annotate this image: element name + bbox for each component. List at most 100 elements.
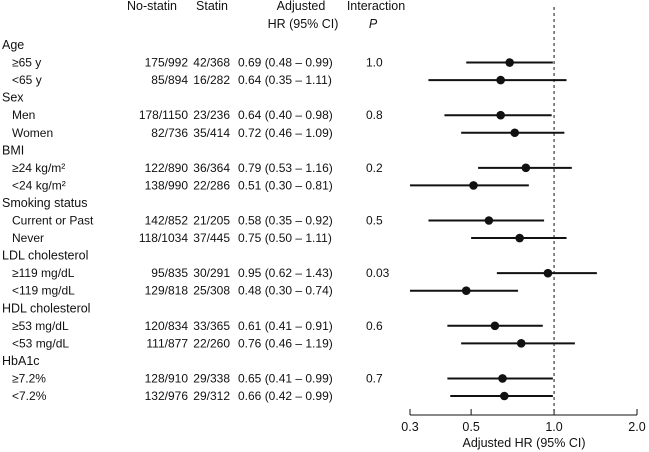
statin-events: 23/236 [193, 108, 230, 122]
subgroup-label: <53 mg/dL [12, 336, 69, 350]
hr-point [516, 339, 526, 348]
interaction-p-value: 0.2 [366, 161, 383, 175]
subgroup-label: Men [12, 108, 35, 122]
statin-events: 29/338 [193, 371, 230, 385]
header-p: P [369, 17, 378, 31]
hr-ci-text: 0.95 (0.62 – 1.43) [238, 266, 333, 280]
no-statin-events: 129/818 [145, 284, 189, 298]
x-tick-label: 0.5 [462, 420, 479, 434]
interaction-p-value: 0.5 [366, 214, 383, 228]
no-statin-events: 142/852 [145, 214, 189, 228]
hr-point [461, 286, 471, 296]
statin-events: 36/364 [193, 161, 230, 175]
hr-point [505, 58, 514, 67]
no-statin-events: 82/736 [151, 126, 188, 140]
subgroup-label: ≥53 mg/dL [12, 319, 69, 333]
statin-events: 33/365 [193, 319, 230, 333]
x-tick-label: 2.0 [628, 420, 645, 434]
hr-ci-text: 0.51 (0.30 – 0.81) [238, 178, 333, 192]
interaction-p-value: 0.8 [366, 108, 383, 122]
subgroup-label: ≥24 kg/m² [12, 161, 65, 175]
statin-events: 21/205 [193, 214, 230, 228]
group-label: HbA1c [2, 354, 40, 368]
hr-point [496, 75, 505, 85]
no-statin-events: 120/834 [145, 319, 189, 333]
interaction-p-value: 0.7 [366, 371, 383, 385]
plot-area [410, 7, 597, 415]
no-statin-events: 122/890 [145, 161, 189, 175]
statin-events: 37/445 [193, 231, 230, 245]
hr-ci-text: 0.79 (0.53 – 1.16) [238, 161, 333, 175]
no-statin-events: 118/1034 [139, 231, 188, 245]
x-tick-label: 0.3 [401, 420, 418, 434]
hr-point [496, 110, 505, 120]
hr-ci-text: 0.61 (0.41 – 0.91) [238, 319, 333, 333]
hr-ci-text: 0.75 (0.50 – 1.11) [238, 231, 332, 245]
hr-point [469, 181, 478, 190]
no-statin-events: 132/976 [145, 389, 189, 403]
interaction-p-value: 1.0 [366, 56, 383, 70]
subgroup-label: Current or Past [12, 214, 94, 228]
statin-events: 42/368 [193, 56, 230, 70]
hr-point [490, 321, 500, 331]
group-label: Smoking status [2, 196, 87, 210]
group-label: Age [2, 38, 24, 52]
statin-events: 35/414 [193, 126, 230, 140]
statin-events: 22/286 [193, 178, 230, 192]
subgroup-label: ≥119 mg/dL [12, 266, 75, 280]
statin-events: 29/312 [193, 389, 230, 403]
hr-point [515, 233, 524, 243]
subgroup-label: <119 mg/dL [12, 284, 75, 298]
hr-point [543, 268, 553, 278]
subgroup-label: <65 y [12, 73, 42, 87]
header-hr-ci: HR (95% CI) [268, 17, 339, 31]
hr-ci-text: 0.72 (0.46 – 1.09) [238, 126, 333, 140]
group-label: Sex [2, 91, 24, 105]
header-interaction: Interaction [347, 0, 405, 13]
no-statin-events: 95/835 [151, 266, 188, 280]
statin-events: 25/308 [193, 284, 230, 298]
header-no-statin: No-statin [127, 0, 177, 13]
statin-events: 16/282 [193, 73, 230, 87]
subgroup-label: <24 kg/m² [12, 178, 66, 192]
interaction-p-value: 0.03 [366, 266, 390, 280]
hr-ci-text: 0.64 (0.40 – 0.98) [238, 108, 333, 122]
hr-point [498, 374, 507, 383]
group-label: HDL cholesterol [2, 301, 90, 315]
hr-point [521, 163, 531, 173]
subgroup-label: <7.2% [12, 389, 47, 403]
hr-ci-text: 0.58 (0.35 – 0.92) [238, 214, 333, 228]
x-axis: Adjusted HR (95% CI) 0.3 0.5 1.0 2.0 [401, 409, 646, 450]
hr-point [484, 216, 494, 225]
hr-ci-text: 0.48 (0.30 – 0.74) [238, 284, 333, 298]
no-statin-events: 85/894 [151, 73, 188, 87]
no-statin-events: 175/992 [145, 56, 189, 70]
no-statin-events: 178/1150 [139, 108, 188, 122]
hr-ci-text: 0.76 (0.46 – 1.19) [238, 336, 333, 350]
group-label: LDL cholesterol [2, 249, 88, 263]
x-axis-label: Adjusted HR (95% CI) [463, 436, 586, 450]
column-headers: No-statin Statin Adjusted HR (95% CI) In… [127, 0, 405, 31]
hr-ci-text: 0.69 (0.48 – 0.99) [238, 56, 333, 70]
hr-ci-text: 0.66 (0.42 – 0.99) [238, 389, 333, 403]
hr-ci-text: 0.64 (0.35 – 1.11) [238, 73, 332, 87]
no-statin-events: 128/910 [145, 371, 189, 385]
hr-point [510, 128, 520, 138]
subgroup-label: ≥65 y [12, 56, 41, 70]
no-statin-events: 138/990 [145, 178, 189, 192]
table-rows: Age ≥65 y 175/992 42/368 0.69 (0.48 – 0.99) 1… [2, 38, 390, 403]
statin-events: 22/260 [193, 336, 230, 350]
subgroup-label: Never [12, 231, 44, 245]
statin-events: 30/291 [193, 266, 230, 280]
subgroup-label: ≥7.2% [12, 371, 46, 385]
hr-ci-text: 0.65 (0.41 – 0.99) [238, 371, 333, 385]
no-statin-events: 111/877 [146, 336, 188, 350]
header-statin: Statin [196, 0, 228, 13]
subgroup-label: Women [12, 126, 53, 140]
header-adjusted: Adjusted [277, 0, 326, 13]
hr-point [500, 391, 509, 401]
interaction-p-value: 0.6 [366, 319, 383, 333]
group-label: BMI [2, 143, 24, 157]
x-tick-label: 1.0 [545, 420, 562, 434]
